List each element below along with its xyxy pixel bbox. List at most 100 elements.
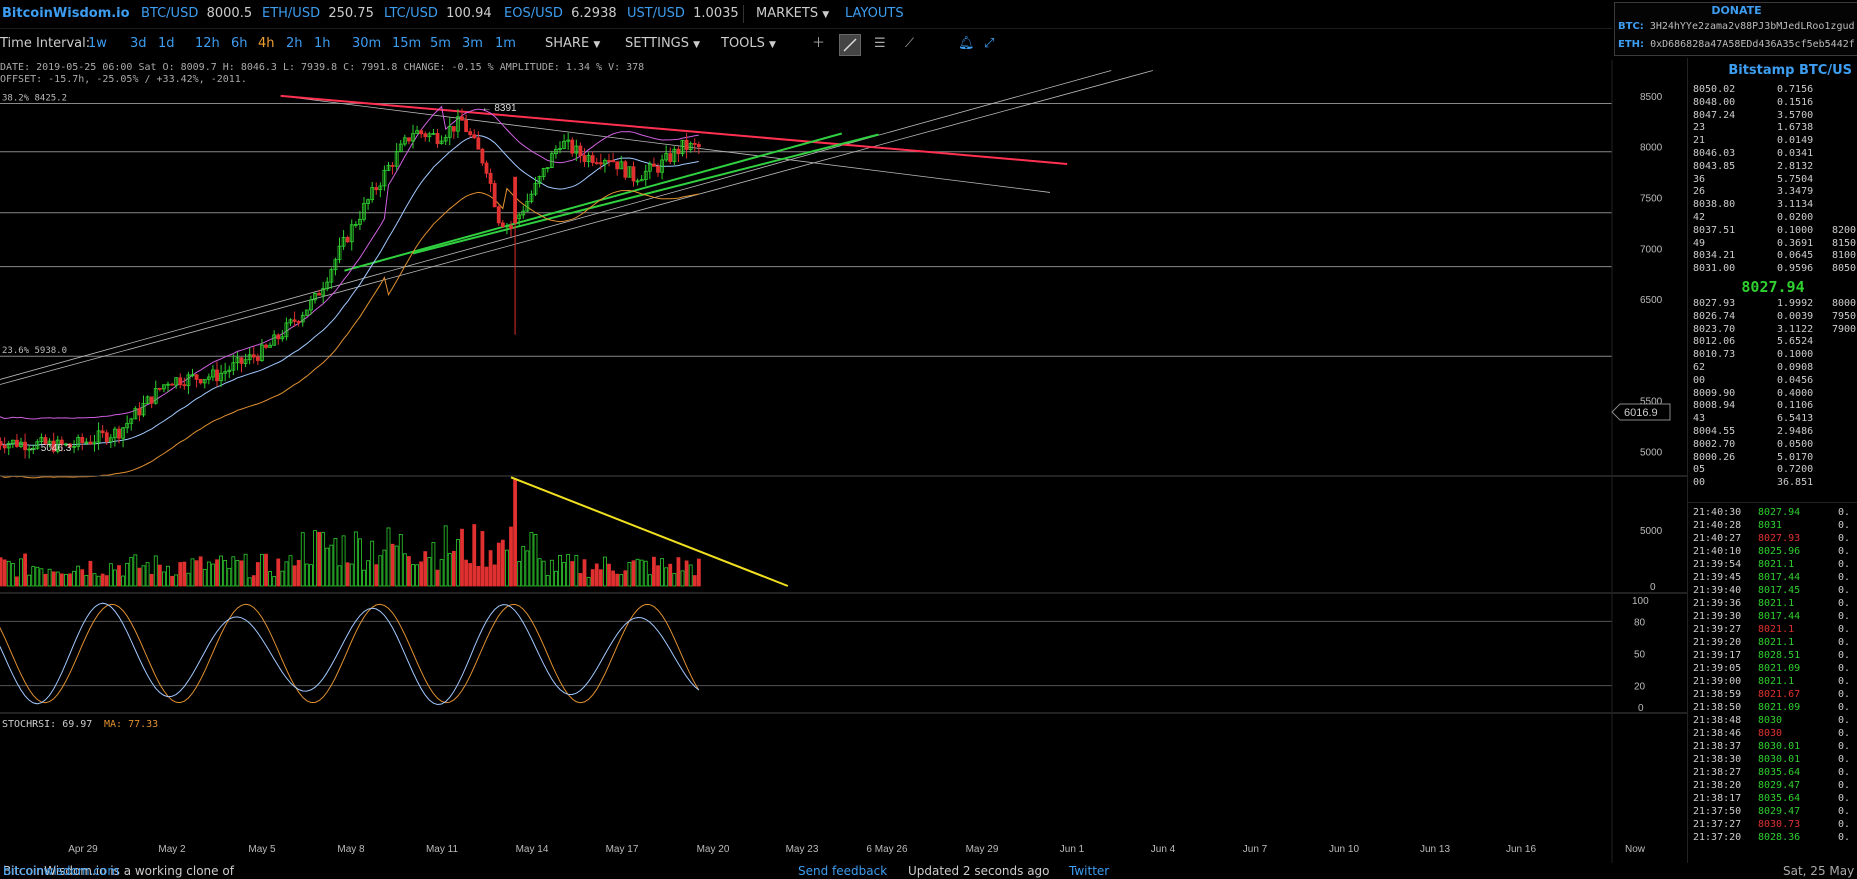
exchange-title[interactable]: Bitstamp BTC/US	[1728, 63, 1852, 78]
interval-1w[interactable]: 1w	[88, 36, 107, 51]
trade-row[interactable]: 21:39:36 8021.1 0.	[1688, 597, 1857, 610]
interval-1h[interactable]: 1h	[314, 36, 331, 51]
trade-row[interactable]: 21:39:54 8021.1 0.	[1688, 558, 1857, 571]
ask-row[interactable]: 8048.00 0.1516	[1688, 97, 1857, 110]
bid-row[interactable]: 62 0.0908	[1688, 362, 1857, 375]
ticker-eos[interactable]: EOS/USD 6.2938	[504, 0, 617, 28]
trade-row[interactable]: 21:39:17 8028.51 0.	[1688, 649, 1857, 662]
trade-row[interactable]: 21:39:30 8017.44 0.	[1688, 610, 1857, 623]
candle-body	[419, 130, 424, 135]
fan-tool-icon[interactable]: ⟋	[905, 36, 915, 51]
trade-row[interactable]: 21:38:48 8030 0.	[1688, 714, 1857, 727]
ask-row[interactable]: 8037.51 0.1000 8200	[1688, 225, 1857, 238]
bid-row[interactable]: 8012.06 5.6524	[1688, 336, 1857, 349]
settings-menu[interactable]: SETTINGS ▼	[625, 29, 700, 59]
bid-row[interactable]: 8027.93 1.9992 8000	[1688, 298, 1857, 311]
bids-list: 8027.93 1.9992 8000 8026.74 0.0039 7950 8023.7…	[1688, 298, 1857, 490]
trade-row[interactable]: 21:38:30 8030.01 0.	[1688, 753, 1857, 766]
clone-link[interactable]: bitcoinwisdom.com	[3, 864, 120, 878]
bid-row[interactable]: 8009.90 0.4000	[1688, 388, 1857, 401]
trade-row[interactable]: 21:39:05 8021.09 0.	[1688, 662, 1857, 675]
trade-row[interactable]: 21:39:45 8017.44 0.	[1688, 571, 1857, 584]
tools-menu[interactable]: TOOLS ▼	[721, 29, 776, 59]
bid-row[interactable]: 8026.74 0.0039 7950	[1688, 311, 1857, 324]
ask-row[interactable]: 42 0.0200	[1688, 212, 1857, 225]
bid-row[interactable]: 00 0.0456	[1688, 375, 1857, 388]
price-chart[interactable]: 38.2% 8425.223.6% 5938.0 850080007500700…	[0, 60, 1687, 863]
trade-row[interactable]: 21:38:20 8029.47 0.	[1688, 779, 1857, 792]
interval-6h[interactable]: 6h	[231, 36, 248, 51]
ask-row[interactable]: 8034.21 0.0645 8100	[1688, 250, 1857, 263]
trade-row[interactable]: 21:40:28 8031 0.	[1688, 519, 1857, 532]
ask-row[interactable]: 8050.02 0.7156	[1688, 84, 1857, 97]
bid-row[interactable]: 8008.94 0.1106	[1688, 400, 1857, 413]
interval-4h[interactable]: 4h	[258, 36, 275, 51]
fib-tool-icon[interactable]: ☰	[874, 36, 886, 51]
candle-body	[362, 203, 366, 220]
line-tool-icon[interactable]	[839, 34, 861, 56]
interval-2h[interactable]: 2h	[286, 36, 303, 51]
ask-row[interactable]: 26 3.3479	[1688, 186, 1857, 199]
fullscreen-icon[interactable]: ⤢	[984, 36, 995, 51]
ask-row[interactable]: 8043.85 2.8132	[1688, 161, 1857, 174]
crosshair-tool-icon[interactable]: ＋	[812, 36, 826, 51]
ticker-ust[interactable]: UST/USD 1.0035	[627, 0, 739, 28]
interval-1m[interactable]: 1m	[495, 36, 516, 51]
interval-3d[interactable]: 3d	[130, 36, 147, 51]
trade-row[interactable]: 21:38:46 8030 0.	[1688, 727, 1857, 740]
trade-row[interactable]: 21:38:37 8030.01 0.	[1688, 740, 1857, 753]
interval-15m[interactable]: 15m	[392, 36, 422, 51]
bid-row[interactable]: 43 6.5413	[1688, 413, 1857, 426]
twitter-link[interactable]: Twitter	[1069, 864, 1110, 878]
ask-row[interactable]: 8031.00 0.9596 8050	[1688, 263, 1857, 276]
layouts-link[interactable]: LAYOUTS	[845, 6, 904, 21]
btc-address[interactable]: 3H24hYYe2zama2v88PJ3bMJedLRoo1zgud	[1649, 21, 1855, 32]
interval-30m[interactable]: 30m	[352, 36, 382, 51]
interval-5m[interactable]: 5m	[430, 36, 451, 51]
alert-bell-icon[interactable]: 🔔︎	[958, 36, 975, 51]
trade-row[interactable]: 21:38:50 8021.09 0.	[1688, 701, 1857, 714]
trade-row[interactable]: 21:40:27 8027.93 0.	[1688, 532, 1857, 545]
ask-row[interactable]: 8046.03 0.0341	[1688, 148, 1857, 161]
ticker-ltc[interactable]: LTC/USD 100.94	[384, 0, 492, 28]
trade-row[interactable]: 21:37:50 8029.47 0.	[1688, 805, 1857, 818]
share-menu[interactable]: SHARE ▼	[545, 29, 600, 59]
ask-row[interactable]: 36 5.7504	[1688, 174, 1857, 187]
ask-row[interactable]: 49 0.3691 8150	[1688, 238, 1857, 251]
volume-bar	[317, 531, 321, 587]
bid-row[interactable]: 05 0.7200	[1688, 464, 1857, 477]
interval-3m[interactable]: 3m	[462, 36, 483, 51]
ask-row[interactable]: 23 1.6738	[1688, 122, 1857, 135]
trade-row[interactable]: 21:38:17 8035.64 0.	[1688, 792, 1857, 805]
trade-row[interactable]: 21:39:20 8021.1 0.	[1688, 636, 1857, 649]
candle-body	[586, 155, 591, 162]
bid-row[interactable]: 8000.26 5.0170	[1688, 452, 1857, 465]
bid-row[interactable]: 8010.73 0.1000	[1688, 349, 1857, 362]
trade-row[interactable]: 21:39:40 8017.45 0.	[1688, 584, 1857, 597]
trade-row[interactable]: 21:38:59 8021.67 0.	[1688, 688, 1857, 701]
interval-1d[interactable]: 1d	[158, 36, 175, 51]
donate-btc-row[interactable]: BTC: 3H24hYYe2zama2v88PJ3bMJedLRoo1zgud	[1615, 18, 1857, 36]
ask-row[interactable]: 21 0.0149	[1688, 135, 1857, 148]
site-logo[interactable]: BitcoinWisdom.io	[2, 6, 130, 21]
ticker-eth[interactable]: ETH/USD 250.75	[262, 0, 374, 28]
eth-address[interactable]: 0xD686828a47A58EDd436A35cf5eb5442f	[1650, 39, 1855, 50]
interval-12h[interactable]: 12h	[195, 36, 220, 51]
donate-eth-row[interactable]: ETH: 0xD686828a47A58EDd436A35cf5eb5442f	[1615, 36, 1857, 54]
bid-row[interactable]: 8002.70 0.0500	[1688, 439, 1857, 452]
trade-row[interactable]: 21:38:27 8035.64 0.	[1688, 766, 1857, 779]
trade-row[interactable]: 21:40:10 8025.96 0.	[1688, 545, 1857, 558]
bid-row[interactable]: 00 36.851	[1688, 477, 1857, 490]
trade-row[interactable]: 21:40:30 8027.94 0.	[1688, 506, 1857, 519]
markets-menu[interactable]: MARKETS ▼	[756, 0, 829, 28]
trade-row[interactable]: 21:39:00 8021.1 0.	[1688, 675, 1857, 688]
bid-row[interactable]: 8004.55 2.9486	[1688, 426, 1857, 439]
ticker-btc[interactable]: BTC/USD 8000.5	[141, 0, 252, 28]
ask-row[interactable]: 8047.24 3.5700	[1688, 110, 1857, 123]
trade-row[interactable]: 21:39:27 8021.1 0.	[1688, 623, 1857, 636]
trade-row[interactable]: 21:37:20 8028.36 0.	[1688, 831, 1857, 844]
feedback-link[interactable]: Send feedback	[798, 864, 888, 878]
bid-row[interactable]: 8023.70 3.1122 7900	[1688, 324, 1857, 337]
trade-row[interactable]: 21:37:27 8030.73 0.	[1688, 818, 1857, 831]
ask-row[interactable]: 8038.80 3.1134	[1688, 199, 1857, 212]
